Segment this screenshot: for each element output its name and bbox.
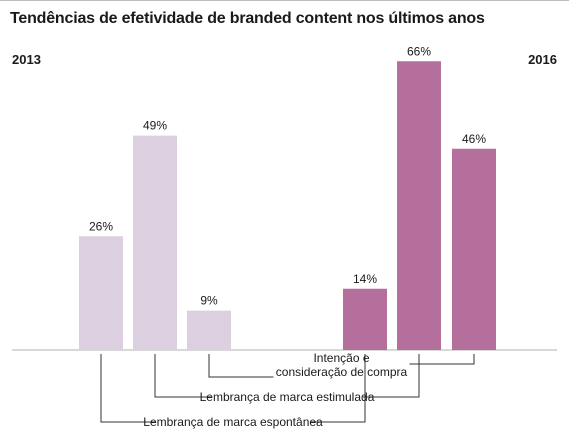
bracket-left-3 (208, 354, 274, 378)
bar-2013-3 (187, 310, 231, 350)
bar-2016-3 (452, 148, 496, 350)
bar-2016-1 (343, 288, 387, 350)
bar-2013-2 (133, 135, 177, 350)
bracket-left-2 (154, 354, 211, 398)
bar-2016-2 (397, 61, 441, 350)
chart-title: Tendências de efetividade de branded con… (10, 10, 485, 27)
bar-2013-1 (79, 236, 123, 350)
bracket-left-1 (100, 354, 155, 423)
category-label-2-line-1: Lembrança de marca estimulada (200, 390, 375, 404)
value-label-2016-3: 46% (462, 132, 486, 146)
category-label-3-line-1: Intenção e (313, 351, 369, 365)
value-label-2013-3: 9% (200, 294, 218, 308)
value-label-2013-2: 49% (143, 119, 167, 133)
bracket-right-1 (311, 354, 366, 423)
value-label-2016-2: 66% (407, 44, 431, 58)
value-label-2013-1: 26% (89, 219, 113, 233)
bracket-right-3 (409, 354, 475, 365)
category-label-3-line-2: consideração de compra (276, 365, 408, 379)
year-label-2016: 2016 (528, 52, 557, 67)
year-label-2013: 2013 (12, 52, 41, 67)
bracket-right-2 (363, 354, 420, 398)
top-rule (0, 0, 569, 1)
category-label-1-line-1: Lembrança de marca espontânea (143, 415, 323, 429)
value-label-2016-1: 14% (353, 272, 377, 286)
